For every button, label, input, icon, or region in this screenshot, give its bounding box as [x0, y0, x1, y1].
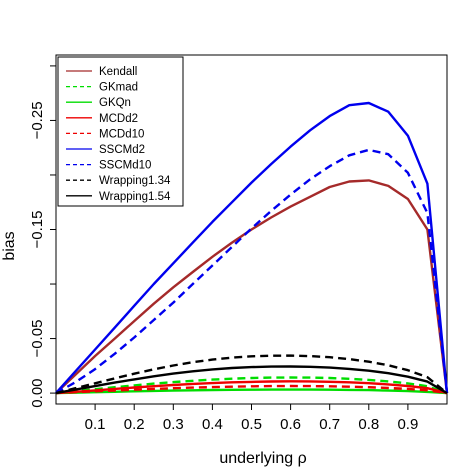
x-tick-label-5: 0.6	[280, 416, 301, 433]
y-tick-label-3: −0.25	[29, 101, 46, 139]
y-tick-label-0: 0.00	[29, 378, 46, 407]
x-tick-label-1: 0.2	[124, 416, 145, 433]
series-line-3	[55, 380, 448, 395]
legend-box	[57, 56, 184, 207]
series-line-4	[55, 384, 448, 395]
legend-label-6: SSCMd10	[99, 160, 151, 172]
y-tick-label-1: −0.05	[29, 320, 46, 358]
x-tick-label-0: 0.1	[85, 416, 106, 433]
legend-label-7: Wrapping1.34	[99, 175, 171, 187]
x-tick-label-2: 0.3	[163, 416, 184, 433]
axes: 0.1 0.2 0.3 0.4 0.5 0.6 0.7 0.8 0.9 0.00 −0.05 −0.1…	[29, 54, 448, 433]
legend-label-1: GKmad	[99, 82, 138, 94]
plot-lines	[55, 101, 449, 395]
series-line-2	[55, 388, 448, 395]
series-line-6	[55, 148, 449, 395]
series-line-7	[55, 354, 448, 395]
x-tick-label-6: 0.7	[319, 416, 340, 433]
legend-label-8: Wrapping1.54	[99, 191, 171, 203]
legend-label-4: MCDd10	[99, 128, 144, 140]
legend-label-2: GKQn	[99, 97, 131, 109]
y-axis-label: bias	[1, 231, 18, 260]
series-line-5	[55, 101, 449, 394]
series-line-1	[55, 376, 448, 395]
series-line-0	[55, 179, 449, 394]
legend-label-5: SSCMd2	[99, 144, 145, 156]
x-tick-label-4: 0.5	[241, 416, 262, 433]
legend: Kendall GKmad GKQn MCDd2 MCDd10 SSCMd2 SSCMd10…	[57, 56, 184, 207]
x-tick-label-3: 0.4	[202, 416, 223, 433]
legend-label-3: MCDd2	[99, 113, 138, 125]
x-tick-label-7: 0.8	[358, 416, 379, 433]
y-tick-label-2: −0.15	[29, 211, 46, 249]
x-tick-label-8: 0.9	[397, 416, 418, 433]
legend-label-0: Kendall	[99, 66, 137, 78]
x-axis-label: underlying ρ	[219, 450, 306, 467]
series-line-8	[55, 365, 448, 395]
